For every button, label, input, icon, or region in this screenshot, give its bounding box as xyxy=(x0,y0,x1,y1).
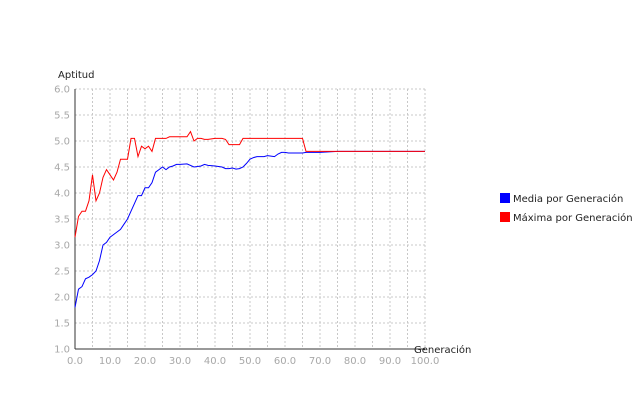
x-tick-label: 10.0 xyxy=(99,356,121,367)
grid-lines xyxy=(74,88,426,350)
y-tick-label: 3.0 xyxy=(54,241,70,252)
series-line-maxima xyxy=(74,130,425,238)
x-tick-labels: 0.0 10.0 20.0 30.0 40.0 50.0 60.0 70.0 80.0 90.0 1… xyxy=(67,356,439,367)
legend-swatch-maxima xyxy=(500,212,510,222)
x-tick-label: 70.0 xyxy=(309,356,331,367)
legend-label-maxima: Máxima por Generación xyxy=(513,212,633,224)
legend-swatch-media xyxy=(500,193,510,203)
y-tick-label: 4.0 xyxy=(54,189,70,200)
legend-label-media: Media por Generación xyxy=(513,193,623,205)
series-line-media xyxy=(74,150,425,308)
y-tick-label: 1.0 xyxy=(54,345,70,356)
x-axis-label: Generación xyxy=(414,344,471,356)
y-tick-label: 2.5 xyxy=(54,267,70,278)
y-tick-label: 3.5 xyxy=(54,215,70,226)
x-tick-label: 30.0 xyxy=(169,356,191,367)
legend: Media por Generación Máxima por Generaci… xyxy=(500,193,633,224)
y-tick-label: 1.5 xyxy=(54,319,70,330)
x-tick-label: 50.0 xyxy=(239,356,261,367)
x-tick-label: 90.0 xyxy=(379,356,401,367)
x-tick-label: 20.0 xyxy=(134,356,156,367)
x-tick-label: 80.0 xyxy=(344,356,366,367)
y-tick-label: 5.0 xyxy=(54,137,70,148)
x-tick-label: 40.0 xyxy=(204,356,226,367)
series-lines xyxy=(74,130,425,308)
x-tick-label: 0.0 xyxy=(67,356,83,367)
y-tick-label: 6.0 xyxy=(54,85,70,96)
y-tick-label: 4.5 xyxy=(54,163,70,174)
x-tick-label: 100.0 xyxy=(411,356,440,367)
y-axis-label: Aptitud xyxy=(58,70,95,81)
x-tick-label: 60.0 xyxy=(274,356,296,367)
y-tick-label: 2.0 xyxy=(54,293,70,304)
y-tick-labels: 1.0 1.5 2.0 2.5 3.0 3.5 4.0 4.5 5.0 5.5 6.0 xyxy=(54,85,70,356)
y-tick-label: 5.5 xyxy=(54,111,70,122)
